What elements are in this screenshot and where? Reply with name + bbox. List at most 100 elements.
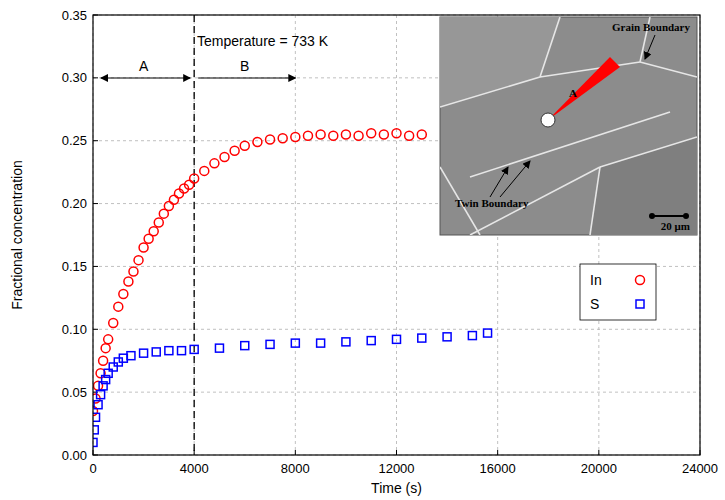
point — [104, 335, 113, 344]
inset-label: 20 μm — [661, 220, 690, 232]
point — [129, 267, 138, 276]
point — [93, 426, 98, 434]
point — [99, 356, 108, 365]
x-tick-label: 0 — [89, 461, 96, 476]
y-tick — [93, 329, 98, 330]
point — [317, 339, 325, 347]
y-axis-title: Fractional concentration — [9, 160, 25, 309]
point — [316, 130, 325, 139]
point — [210, 159, 219, 168]
x-tick — [497, 450, 498, 455]
inset-image — [440, 17, 697, 235]
point — [154, 218, 163, 227]
scale-bar — [652, 215, 686, 217]
inset-arrow — [490, 167, 508, 197]
point — [367, 129, 376, 138]
point — [303, 131, 312, 140]
y-tick-label: 0.05 — [62, 385, 87, 400]
y-tick — [93, 140, 98, 141]
point — [165, 347, 173, 355]
scale-bar-end — [649, 213, 655, 219]
legend-marker — [636, 300, 644, 308]
point — [329, 131, 338, 140]
x-tick-label: 4000 — [180, 461, 209, 476]
region-label: B — [240, 58, 249, 74]
grid-line — [295, 15, 296, 455]
point — [200, 166, 209, 175]
point — [405, 131, 414, 140]
x-axis-title: Time (s) — [371, 480, 422, 496]
point — [220, 153, 229, 162]
boundary-line — [590, 167, 600, 235]
annotations: Temperature = 733 K A B — [101, 33, 329, 78]
arrow-b — [198, 78, 295, 79]
point — [190, 174, 199, 183]
point — [417, 130, 426, 139]
point — [119, 354, 127, 362]
point — [140, 349, 148, 357]
temperature-label: Temperature = 733 K — [197, 33, 329, 49]
y-tick — [93, 77, 98, 78]
legend-label: S — [590, 296, 599, 312]
point — [392, 129, 401, 138]
point — [253, 137, 262, 146]
x-tick — [295, 450, 296, 455]
point — [109, 363, 117, 371]
point — [443, 333, 451, 341]
point — [418, 334, 426, 342]
legend: In S — [580, 264, 656, 320]
y-tick-label: 0.20 — [62, 196, 87, 211]
x-tick-label: 20000 — [581, 461, 617, 476]
inset-label: Twin Boundary — [455, 197, 529, 209]
x-tick-label: 24000 — [682, 461, 718, 476]
inset: Grain BoundaryATwin Boundary20 μm — [440, 17, 697, 235]
y-tick-label: 0.15 — [62, 259, 87, 274]
point — [127, 352, 135, 360]
scale-bar-end — [683, 213, 689, 219]
point — [109, 319, 118, 328]
point — [134, 256, 143, 265]
point — [190, 345, 198, 353]
boundary-line — [540, 17, 560, 77]
legend-marker — [636, 276, 645, 285]
point — [94, 401, 102, 409]
boundary-line — [440, 77, 540, 107]
probe-spot — [541, 113, 555, 127]
point — [101, 344, 110, 353]
x-tick-label: 16000 — [480, 461, 516, 476]
arrow-a — [101, 78, 190, 79]
grid-line — [194, 15, 195, 455]
boundary-line — [640, 62, 697, 77]
point — [468, 332, 476, 340]
grid-line — [93, 329, 700, 330]
inset-label: A — [569, 87, 577, 99]
region-label: A — [139, 58, 149, 74]
boundary-line — [600, 137, 697, 167]
point — [278, 134, 287, 143]
point — [367, 337, 375, 345]
point — [291, 339, 299, 347]
x-tick — [598, 450, 599, 455]
point — [119, 290, 128, 299]
point — [393, 335, 401, 343]
grid — [93, 15, 700, 455]
divider-line — [194, 15, 195, 455]
chart: 040008000120001600020000240000.000.050.1… — [0, 0, 725, 500]
y-tick-label: 0.00 — [62, 448, 87, 463]
grain — [440, 17, 560, 107]
point — [354, 131, 363, 140]
y-tick-label: 0.25 — [62, 133, 87, 148]
inset-arrow — [645, 35, 655, 59]
point — [266, 340, 274, 348]
series-S — [93, 329, 492, 446]
point — [174, 189, 183, 198]
point — [291, 132, 300, 141]
y-tick-label: 0.30 — [62, 70, 87, 85]
legend-label: In — [590, 272, 602, 288]
point — [230, 146, 239, 155]
point — [178, 347, 186, 355]
inset-texture — [440, 17, 697, 235]
inset-arrow — [500, 161, 530, 197]
point — [114, 302, 123, 311]
point — [484, 329, 492, 337]
